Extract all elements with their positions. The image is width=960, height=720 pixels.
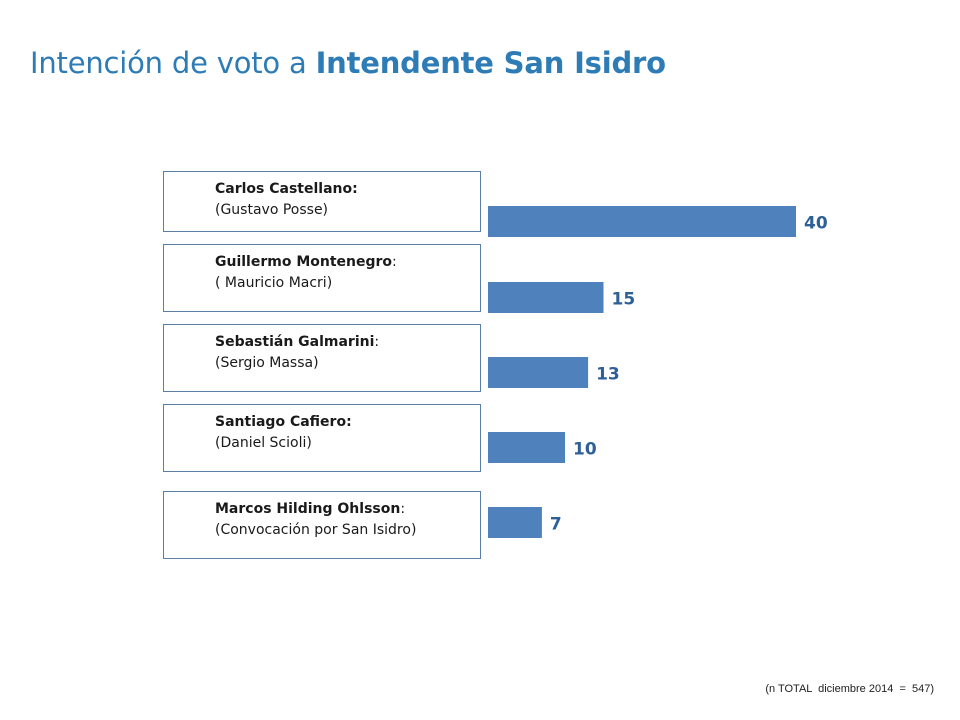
category-label-box: Sebastián Galmarini: (Sergio Massa) <box>163 324 481 392</box>
candidate-party: (Sergio Massa) <box>215 355 319 371</box>
bar-value-label: 15 <box>612 290 636 310</box>
candidate-name-text: Carlos Castellano <box>215 181 353 197</box>
candidate-name-colon: : <box>374 334 380 350</box>
candidate-name: Carlos Castellano: <box>215 181 358 197</box>
candidate-name: Marcos Hilding Ohlsson: <box>215 501 405 517</box>
title-prefix: Intención de voto a <box>30 46 316 80</box>
page-title: Intención de voto a Intendente San Isidr… <box>30 46 666 80</box>
bar-value-label: 13 <box>596 365 620 385</box>
bar <box>488 507 542 538</box>
bar <box>488 432 565 463</box>
candidate-name-text: Sebastián Galmarini <box>215 334 375 350</box>
sample-footnote: (n TOTAL diciembre 2014 = 547) <box>765 683 934 695</box>
category-label-box: Marcos Hilding Ohlsson: (Convocación por … <box>163 491 481 559</box>
bar <box>488 282 604 313</box>
candidate-name-text: Marcos Hilding Ohlsson <box>215 501 401 517</box>
bar-value-label: 40 <box>804 214 828 234</box>
candidate-name: Sebastián Galmarini: <box>215 334 379 350</box>
candidate-name-colon: : <box>346 414 352 430</box>
category-label-box: Guillermo Montenegro: ( Mauricio Macri) <box>163 244 481 312</box>
bar-value-label: 10 <box>573 440 597 460</box>
candidate-name-colon: : <box>392 254 397 270</box>
candidate-party: (Gustavo Posse) <box>215 202 329 218</box>
bar-value-label: 7 <box>550 515 562 535</box>
bar <box>488 206 796 237</box>
candidate-name-colon: : <box>352 181 358 197</box>
title-bold: Intendente San Isidro <box>315 46 666 80</box>
candidate-party: ( Mauricio Macri) <box>215 275 333 291</box>
category-label-box: Santiago Cafiero: (Daniel Scioli) <box>163 404 481 472</box>
candidate-name-colon: : <box>400 501 406 517</box>
category-label-box: Carlos Castellano: (Gustavo Posse) <box>163 171 481 232</box>
candidate-name: Santiago Cafiero: <box>215 414 352 430</box>
bar <box>488 357 589 388</box>
candidate-name-text: Santiago Cafiero <box>215 414 347 430</box>
candidate-name: Guillermo Montenegro: <box>215 254 397 270</box>
candidate-party: (Daniel Scioli) <box>215 435 312 451</box>
candidate-name-text: Guillermo Montenegro <box>215 254 393 270</box>
candidate-party: (Convocación por San Isidro) <box>215 522 417 538</box>
